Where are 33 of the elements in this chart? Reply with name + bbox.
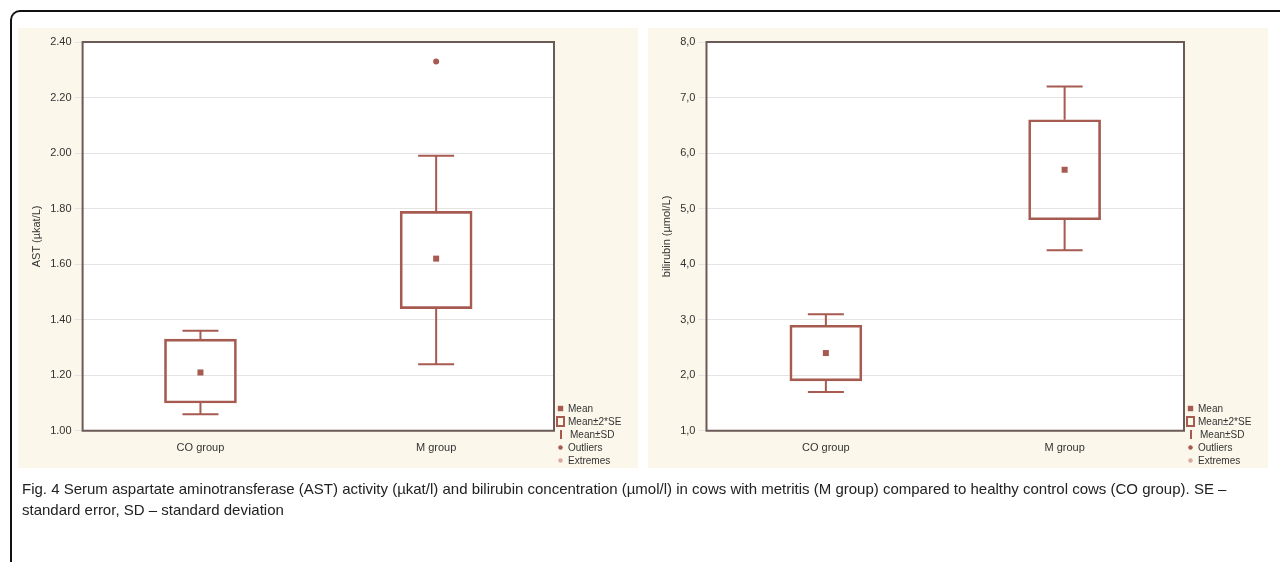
text: Mean±2*SE xyxy=(1198,415,1252,428)
x-tick-label: M group xyxy=(1044,441,1085,454)
y-tick-label: 5,0 xyxy=(680,201,696,214)
text: Mean xyxy=(1198,402,1224,415)
text: Mean xyxy=(568,402,594,415)
y-tick-label: 3,0 xyxy=(680,312,696,325)
y-tick-label: 2.20 xyxy=(50,90,72,103)
y-tick-label: 1.20 xyxy=(50,368,72,381)
y-tick-label: 4,0 xyxy=(680,257,696,270)
y-tick-label: 1.00 xyxy=(50,423,72,436)
y-tick-label: 1.80 xyxy=(50,201,72,214)
text: Outliers xyxy=(568,441,603,454)
y-tick-label: 2.40 xyxy=(50,35,72,48)
x-tick-label: CO group xyxy=(802,441,850,454)
x-tick-label: M group xyxy=(415,441,457,454)
caption: Fig. 4 Serum aspartate aminotransferase (AST) activity (µkat/l) and bilirubin concentration (µmol/l) in cows with metritis (M group) compared to healthy control cows (CO group). SE – standard error, SD – standard deviation xyxy=(22,479,1228,520)
text: Extremes xyxy=(568,454,611,467)
y-axis-title: bilirubin (µmol/L) xyxy=(659,195,672,278)
text: Mean±SD xyxy=(1200,428,1245,441)
y-tick-label: 2.00 xyxy=(50,146,72,159)
text: Mean±2*SE xyxy=(568,415,622,428)
y-axis-title: AST (µkat/L) xyxy=(29,205,42,268)
y-tick-label: 8,0 xyxy=(680,35,696,48)
y-tick-label: 1.40 xyxy=(50,312,72,325)
y-tick-label: 1.60 xyxy=(50,257,72,270)
y-tick-label: 6,0 xyxy=(680,146,696,159)
text: Outliers xyxy=(1198,441,1233,454)
text: Extremes xyxy=(1198,454,1241,467)
x-tick-label: CO group xyxy=(176,441,225,454)
text: Mean±SD xyxy=(570,428,615,441)
y-tick-label: 2,0 xyxy=(680,368,696,381)
y-tick-label: 7,0 xyxy=(680,90,696,103)
y-tick-label: 1,0 xyxy=(680,423,696,436)
